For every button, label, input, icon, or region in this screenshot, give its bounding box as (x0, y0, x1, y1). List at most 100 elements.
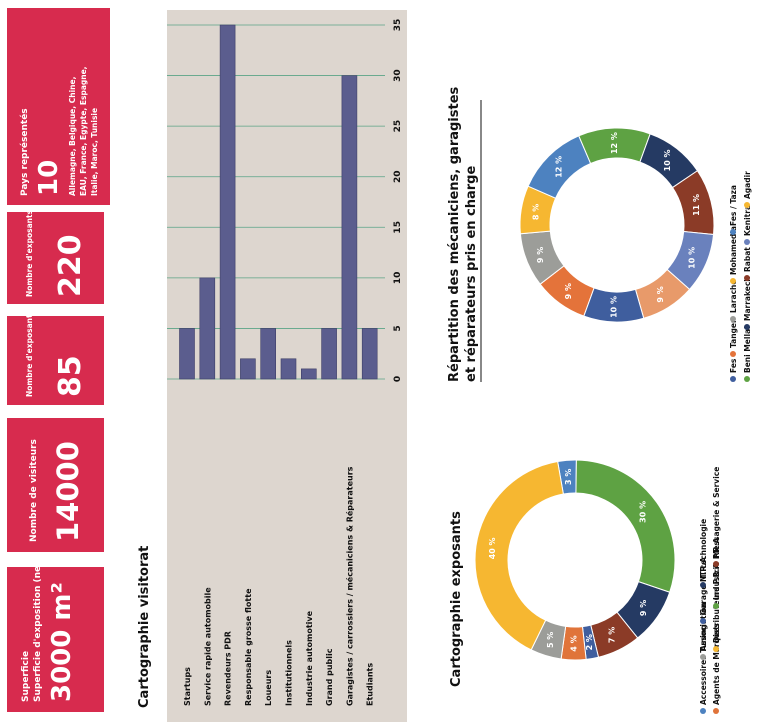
donut-slice-label: 10 % (610, 296, 619, 318)
donut-slice-label: 10 % (663, 149, 672, 171)
donut-slice-label: 9 % (564, 283, 573, 299)
donut-regions-title-line-2: et réparateurs pris en charge (464, 166, 479, 382)
bar-tick-label: 10 (393, 272, 403, 285)
bar-category-label: Service rapide automobile (203, 587, 212, 706)
stat-exposants-indirects-label: Nombre d'exposants indirects (25, 170, 34, 297)
bar-chart-visitorat: Cartographie visitorat Startups Service r… (137, 10, 407, 722)
donut-slice-label: 9 % (536, 247, 545, 263)
donut-slice-distributeurs-p-r-a (474, 460, 564, 651)
stat-box-superficie-bg (7, 567, 104, 712)
legend-label: Mohamedia (729, 226, 738, 275)
donut-chart-exposants: Cartographie exposants 3 % 30 % 9 % 7 % 2 % 4… (449, 459, 721, 714)
bar-tick-label: 0 (393, 376, 403, 382)
bar-tick-label: 5 (393, 325, 403, 331)
bar-loueurs (260, 328, 277, 380)
stat-exposants-indirects-value: 220 (53, 234, 88, 297)
bar-etudiants (361, 328, 378, 380)
bar-category-label: Grand public (325, 648, 334, 706)
legend-dot (700, 654, 706, 660)
stat-box-exposants-indirects-bg (7, 212, 104, 304)
bar-institutionnels (280, 358, 297, 380)
donut-exposants-slices: 3 % 30 % 9 % 7 % 2 % 4 % 5 % 40 % (474, 459, 676, 661)
stat-box-pays-bg (7, 8, 110, 205)
bar-category-label: Startups (183, 667, 192, 706)
bar-chart-tick-labels: 0 5 10 15 20 25 30 35 (393, 19, 403, 382)
legend-dot (700, 708, 706, 714)
donut-regions-slices: 9 % 9 % 8 % 12 % 12 % 10 % 11 % 10 % 9 % 10 % (519, 127, 715, 323)
legend-label: Rabat (743, 247, 752, 272)
legend-dot (744, 202, 750, 208)
legend-dot (713, 603, 719, 609)
bar-category-label: Revendeurs PDR (224, 631, 233, 706)
stat-box-exposants-directs-bg (7, 316, 104, 405)
bar-tick-label: 25 (393, 120, 403, 133)
stat-pays-list-1: Allemagne, Belgique, Chine, (68, 76, 77, 196)
stat-pays-list-2: EAU, France, Egypte, Espagne, (79, 66, 88, 196)
legend-label: Distributeurs P.R.A (712, 563, 721, 643)
bar-revendeurs-pdr (219, 24, 236, 380)
legend-label: Fes / Taza (729, 185, 738, 226)
bar-service-rapide-automobile (199, 277, 216, 380)
stat-box-visiteurs-bg (7, 418, 104, 552)
bar-category-label: Etudiants (366, 663, 375, 706)
legend-dot (713, 561, 719, 567)
bar-startups (179, 328, 195, 380)
donut-slice-label: 11 % (692, 194, 701, 216)
legend-dot (700, 618, 706, 624)
donut-slice-label: 7 % (607, 627, 616, 643)
bar-chart-title: Cartographie visitorat (137, 546, 152, 708)
stat-box-pays: Pays représentés 10 Allemagne, Belgique,… (7, 8, 110, 205)
donut-slice-label: 5 % (546, 632, 555, 648)
bar-tick-label: 35 (393, 19, 403, 32)
stat-superficie-label-1: Superficie (21, 651, 31, 702)
legend-label: Agadir (743, 171, 752, 199)
donut-slice-label: 12 % (555, 156, 564, 178)
bar-tick-label: 30 (393, 69, 403, 82)
legend-dot (744, 239, 750, 245)
legend-label: Accessoires Tuning (699, 624, 708, 705)
stat-exposants-directs-label: Nombre d'exposants directs (25, 278, 34, 397)
legend-dot (700, 582, 706, 588)
donut-exposants-title: Cartographie exposants (449, 511, 464, 687)
legend-label: Fes (729, 358, 738, 373)
legend-label: Beni Mellal (743, 326, 752, 373)
stat-visiteurs-label: Nombre de visiteurs (29, 439, 39, 542)
donut-slice-fes (583, 287, 645, 323)
donut-slice-label: 9 % (639, 600, 648, 616)
stat-pays-value: 10 (34, 160, 64, 196)
stat-box-exposants-directs: Nombre d'exposants directs 85 (7, 278, 104, 405)
legend-dot (730, 278, 736, 284)
donut-slice-label: 2 % (585, 634, 594, 650)
legend-dot (744, 324, 750, 330)
stat-visiteurs-value: 14000 (51, 441, 85, 542)
bar-garagistes-carrossiers-m-caniciens-r-parateurs (341, 75, 358, 380)
donut-slice-label: 9 % (656, 286, 665, 302)
legend-dot (744, 376, 750, 382)
legend-dot (744, 275, 750, 281)
legend-label: Kenitra (743, 205, 752, 236)
bar-industrie-automotive (300, 368, 317, 380)
bar-category-label: Responsable grosse flotte (244, 588, 253, 706)
bar-tick-label: 15 (393, 221, 403, 234)
legend-label: Tanger (729, 319, 738, 348)
bar-grand-public (321, 328, 337, 380)
stat-box-superficie: Superficie Superficie d'exposition (net)… (7, 557, 104, 712)
stat-pays-list-3: Italie, Maroc, Tunisie (90, 108, 99, 196)
bar-category-label: Industrie automotive (305, 610, 314, 706)
legend-label: Messagerie & Service (712, 467, 721, 558)
legend-label: IT technologie (699, 519, 708, 579)
donut-slice-label: 3 % (564, 469, 573, 485)
donut-slice-industrie-p-r-a (575, 459, 676, 593)
bar-category-label: Garagistes / carrossiers / mécaniciens &… (344, 466, 354, 706)
legend-dot (713, 646, 719, 652)
stat-superficie-value: 3000 m² (47, 582, 77, 702)
donut-regions-title-line-1: Répartition des mécaniciens, garagistes (447, 86, 462, 382)
legend-dot (713, 708, 719, 714)
donut-slice-label: 4 % (569, 635, 578, 651)
bar-chart-bars (179, 24, 378, 380)
bar-category-label: Loueurs (264, 670, 273, 706)
donut-slice-label: 12 % (610, 132, 619, 154)
